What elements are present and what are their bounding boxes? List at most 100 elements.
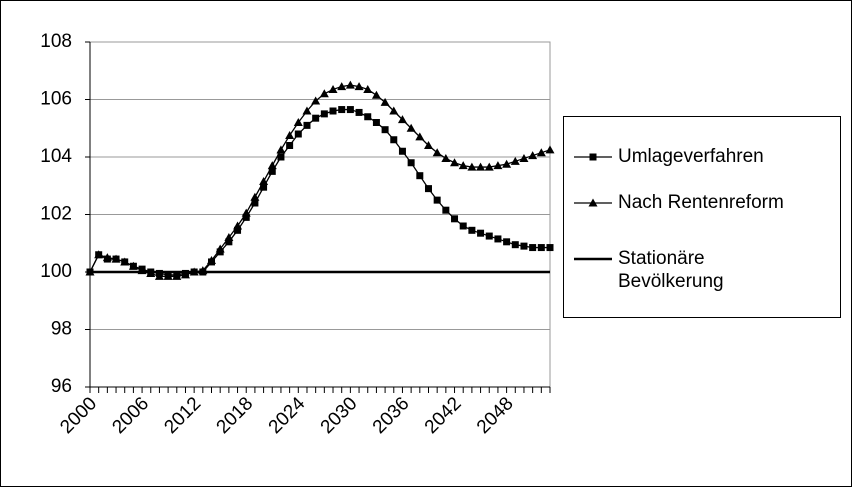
marker	[172, 271, 182, 280]
marker	[502, 159, 512, 168]
marker	[267, 161, 277, 170]
marker	[371, 90, 381, 99]
marker	[398, 147, 406, 155]
marker	[320, 110, 328, 118]
x-tick-label: 2048	[473, 393, 518, 438]
marker	[225, 238, 233, 246]
marker	[337, 82, 347, 91]
x-tick-label: 2036	[369, 393, 414, 438]
marker	[493, 161, 503, 170]
legend: Umlageverfahren Nach Rentenreform Stationä…	[563, 116, 841, 318]
marker	[451, 215, 459, 223]
marker	[285, 130, 295, 139]
marker	[485, 232, 493, 240]
marker	[94, 250, 104, 259]
marker	[536, 148, 546, 157]
marker	[120, 257, 130, 266]
marker	[380, 97, 390, 106]
marker	[163, 271, 173, 280]
marker	[329, 107, 337, 115]
x-tick-label: 2000	[56, 393, 101, 438]
marker	[363, 84, 373, 93]
marker	[424, 185, 432, 193]
marker	[528, 151, 538, 160]
marker	[241, 208, 251, 217]
marker	[180, 270, 190, 279]
marker	[259, 176, 269, 185]
marker	[381, 126, 389, 134]
marker	[346, 106, 354, 114]
x-tick-label: 2024	[265, 393, 310, 438]
y-tick-label: 98	[51, 319, 72, 340]
marker	[345, 80, 355, 89]
marker	[459, 222, 467, 230]
marker	[537, 244, 545, 252]
marker	[423, 141, 433, 149]
marker	[207, 256, 217, 264]
marker	[476, 162, 486, 171]
marker	[372, 119, 380, 126]
marker	[468, 226, 476, 234]
marker	[319, 89, 329, 98]
marker	[407, 159, 415, 167]
marker	[277, 153, 285, 161]
legend-label: Stationäre Bevölkerung	[618, 248, 724, 292]
marker	[450, 158, 460, 167]
x-tick-label: 2006	[108, 393, 153, 438]
marker	[293, 118, 303, 126]
marker	[234, 226, 242, 234]
x-tick-label: 2042	[421, 393, 466, 438]
x-tick-label: 2030	[317, 393, 362, 438]
marker	[432, 148, 442, 157]
marker	[286, 142, 294, 149]
y-tick-label: 100	[40, 261, 72, 282]
marker	[477, 229, 485, 237]
marker	[224, 233, 234, 241]
marker	[467, 162, 477, 171]
marker	[312, 114, 320, 122]
y-tick-label: 108	[40, 31, 72, 52]
legend-item: Stationäre Bevölkerung	[574, 247, 798, 293]
marker	[364, 113, 372, 121]
marker	[302, 106, 312, 115]
marker	[546, 244, 554, 252]
marker	[458, 161, 468, 170]
marker	[311, 96, 321, 105]
marker	[102, 253, 112, 262]
marker	[406, 123, 416, 132]
marker	[250, 192, 260, 201]
marker	[511, 241, 519, 249]
marker	[397, 115, 407, 124]
marker	[441, 153, 451, 162]
marker	[251, 199, 259, 207]
marker	[503, 238, 511, 246]
marker	[442, 206, 450, 214]
marker	[390, 136, 398, 144]
marker	[510, 156, 520, 165]
series-line	[89, 108, 550, 276]
marker	[294, 130, 302, 138]
marker	[433, 196, 441, 204]
y-tick-label: 96	[51, 376, 72, 397]
legend-swatch	[574, 198, 612, 207]
marker	[354, 82, 364, 91]
marker	[416, 172, 424, 180]
marker	[328, 84, 338, 93]
marker	[111, 254, 121, 263]
marker	[389, 106, 399, 115]
legend-swatch	[574, 153, 612, 161]
marker	[268, 167, 276, 175]
marker	[276, 145, 286, 154]
marker	[415, 132, 425, 141]
marker	[545, 145, 555, 154]
marker	[215, 244, 225, 253]
marker	[519, 153, 529, 162]
y-tick-label: 104	[40, 146, 72, 167]
legend-item: Nach Rentenreform	[574, 191, 798, 214]
legend-item: Umlageverfahren	[574, 145, 798, 168]
marker	[260, 183, 268, 191]
marker	[355, 108, 363, 116]
marker	[484, 162, 494, 171]
